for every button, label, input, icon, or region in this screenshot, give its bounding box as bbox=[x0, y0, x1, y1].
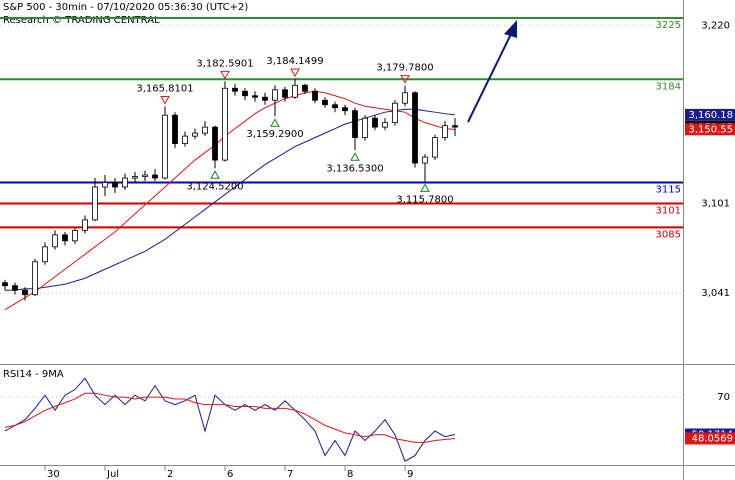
x-tick-label: 7 bbox=[287, 469, 293, 480]
price-tag-label: 3,150.55 bbox=[688, 124, 733, 135]
line bbox=[4, 392, 456, 443]
annotation-label: 3,179.7800 bbox=[376, 63, 433, 74]
line bbox=[4, 377, 456, 462]
x-tick-label: Jul bbox=[106, 469, 119, 480]
candle-body bbox=[2, 282, 8, 287]
annotation-label: 3,124.5200 bbox=[186, 181, 243, 192]
x-tick-label: 30 bbox=[47, 469, 60, 480]
price-tag bbox=[685, 108, 735, 121]
candle-body bbox=[202, 126, 208, 134]
candle-body bbox=[232, 87, 238, 92]
candle-body bbox=[272, 89, 278, 101]
candle-body bbox=[342, 107, 348, 112]
candle-body bbox=[312, 90, 318, 101]
candle-body bbox=[302, 84, 308, 92]
level-label: 3225 bbox=[656, 20, 681, 31]
high-marker bbox=[400, 75, 410, 84]
candle-body bbox=[222, 87, 228, 161]
chart-title: S&P 500 - 30min - 07/10/2020 05:36:30 (U… bbox=[3, 2, 248, 13]
candle-body bbox=[282, 89, 288, 98]
candle-body bbox=[392, 102, 398, 124]
y-tick-label: 70 bbox=[717, 392, 730, 403]
candle-body bbox=[212, 126, 218, 161]
annotation-label: 3,159.2900 bbox=[246, 129, 303, 140]
candle-body bbox=[332, 104, 338, 109]
candle-body bbox=[172, 114, 178, 145]
y-tick-label: 3,041 bbox=[701, 288, 730, 299]
moving-average bbox=[4, 90, 456, 311]
candle-body bbox=[12, 285, 18, 291]
annotation-label: 3,115.7800 bbox=[396, 194, 453, 205]
candle-body bbox=[92, 186, 98, 221]
candle-body bbox=[252, 95, 258, 98]
candle-body bbox=[32, 261, 38, 296]
level-label: 3085 bbox=[656, 229, 681, 240]
high-marker bbox=[160, 95, 170, 105]
y-tick-label: 3,101 bbox=[701, 198, 730, 209]
low-marker bbox=[350, 152, 360, 161]
x-tick-label: 2 bbox=[167, 469, 173, 480]
high-marker bbox=[290, 68, 300, 78]
candle-body bbox=[452, 125, 458, 128]
y-tick-label: 3,220 bbox=[701, 20, 730, 31]
arrow-head bbox=[504, 20, 517, 38]
candle-body bbox=[182, 135, 188, 145]
annotation-label: 3,136.5300 bbox=[326, 163, 383, 174]
level-label: 3184 bbox=[656, 81, 681, 92]
candle-body bbox=[82, 219, 88, 231]
arrow-line bbox=[467, 31, 513, 123]
candle-body bbox=[322, 99, 328, 106]
annotation-label: 3,182.5901 bbox=[196, 58, 253, 69]
candle-body bbox=[262, 96, 268, 101]
candle-body bbox=[362, 117, 368, 139]
level-label: 3101 bbox=[656, 205, 681, 216]
candle-body bbox=[22, 289, 28, 296]
x-tick-label: 9 bbox=[407, 469, 413, 480]
candle-body bbox=[402, 92, 408, 104]
candle-body bbox=[192, 132, 198, 137]
annotation-label: 3,184.1499 bbox=[266, 56, 323, 67]
candle-body bbox=[42, 246, 48, 263]
candle-body bbox=[412, 92, 418, 164]
x-tick-label: 6 bbox=[227, 469, 233, 480]
annotation-label: 3,165.8101 bbox=[136, 83, 193, 94]
low-marker bbox=[210, 170, 220, 179]
candle-body bbox=[422, 156, 428, 164]
candle-body bbox=[292, 84, 298, 98]
low-marker bbox=[270, 118, 280, 127]
candle-body bbox=[62, 234, 68, 242]
candle-body bbox=[112, 182, 118, 188]
moving-average bbox=[5, 108, 456, 291]
candle-body bbox=[162, 114, 168, 179]
price-tag-label: 48.0569 bbox=[692, 433, 733, 444]
candle-body bbox=[372, 117, 378, 128]
candle-body bbox=[242, 90, 248, 97]
candle-body bbox=[352, 110, 358, 139]
candle-body bbox=[52, 234, 58, 248]
panel-title: RSI14 - 9MA bbox=[3, 369, 64, 380]
candle-body bbox=[382, 122, 388, 128]
price-tag-label: 3,160.18 bbox=[688, 110, 733, 121]
candle-body bbox=[132, 176, 138, 179]
candle-body bbox=[102, 182, 108, 188]
price-tag bbox=[685, 432, 735, 445]
low-marker bbox=[420, 183, 430, 192]
candle-body bbox=[72, 229, 78, 242]
candle-body bbox=[142, 174, 148, 177]
candle-body bbox=[432, 137, 438, 158]
level-label: 3115 bbox=[656, 184, 681, 195]
candle-body bbox=[442, 125, 448, 139]
candle-body bbox=[122, 177, 128, 188]
chart-subtitle: Research © TRADING CENTRAL bbox=[3, 15, 160, 26]
high-marker bbox=[220, 70, 230, 80]
forecast-arrow bbox=[467, 20, 517, 123]
price-tag bbox=[685, 123, 735, 136]
x-tick-label: 8 bbox=[347, 469, 353, 480]
candle-body bbox=[152, 174, 158, 179]
